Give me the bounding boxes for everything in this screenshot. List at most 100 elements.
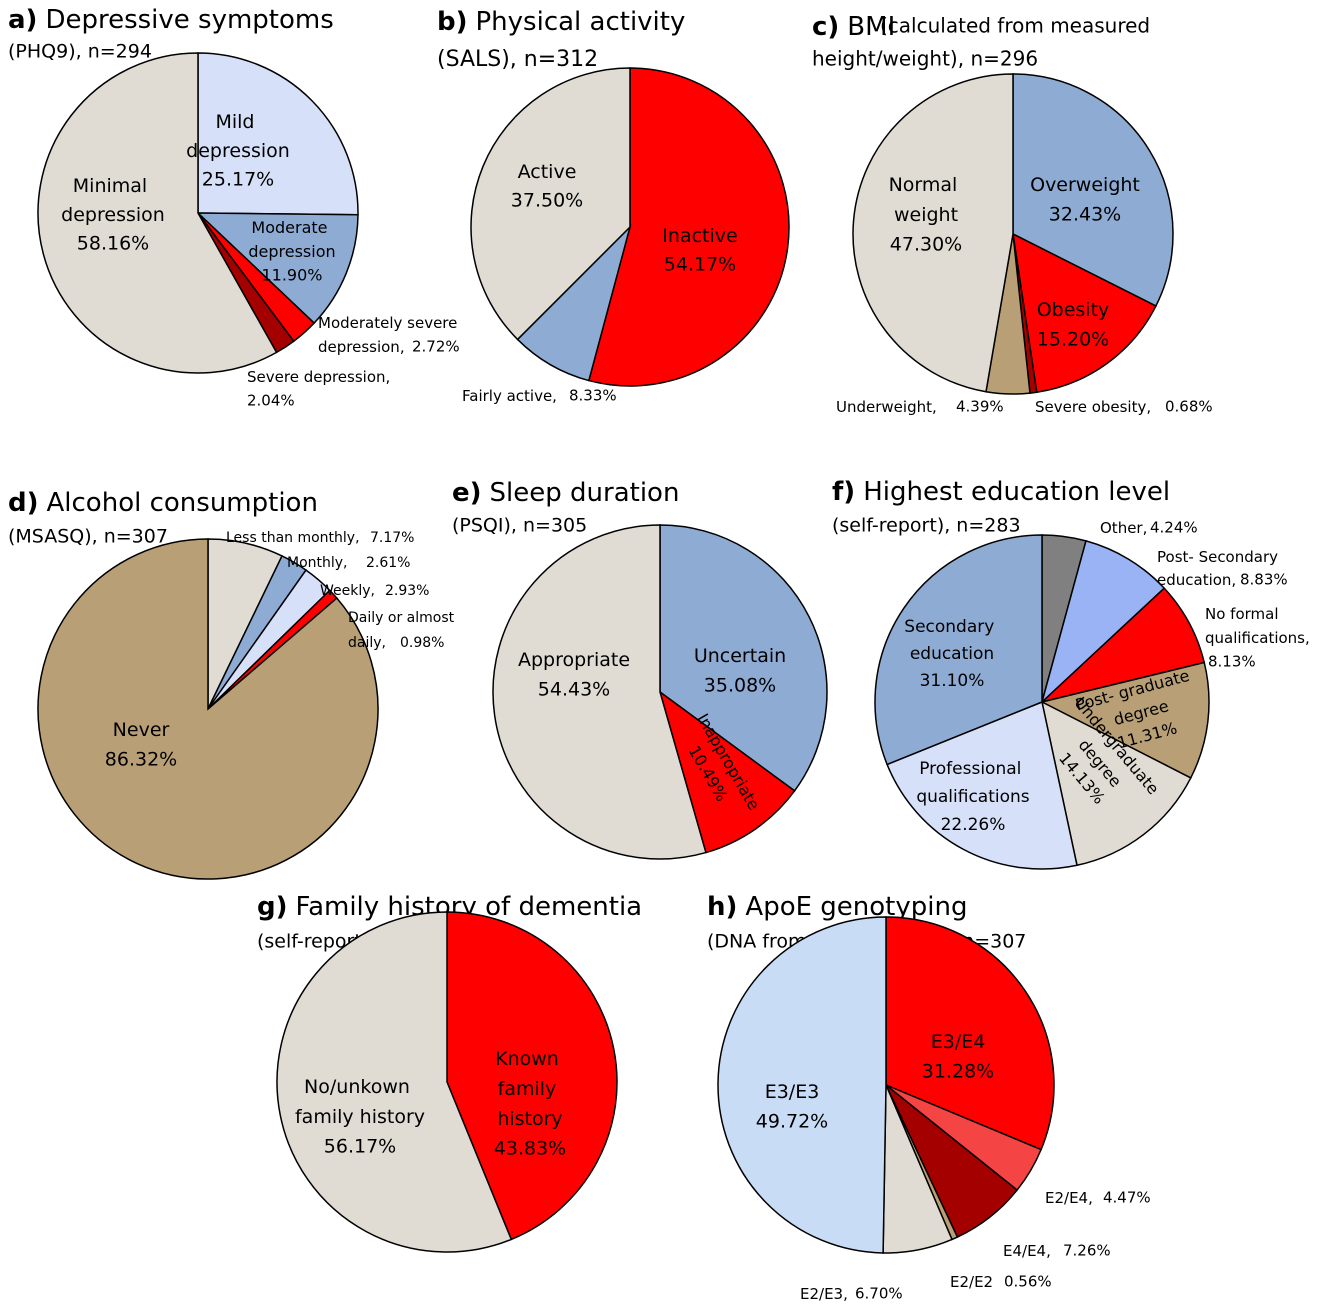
- slice-label: Never 86.32%: [105, 719, 177, 771]
- slice-label: E3/E4 31.28%: [922, 1031, 994, 1083]
- slice-label: Inactive 54.17%: [662, 225, 737, 276]
- slice-label: Secondary education 31.10%: [904, 617, 999, 691]
- value-label: 54.17%: [664, 254, 736, 276]
- slice-label: Normal weight 47.30%: [889, 174, 964, 256]
- category-label: Obesity: [1037, 299, 1110, 321]
- value-label: 58.16%: [77, 233, 149, 255]
- chart-title: b) Physical activity: [437, 7, 685, 37]
- category-label: Severe obesity,: [1035, 398, 1151, 416]
- chart-subtitle: (SALS), n=312: [437, 47, 598, 72]
- category-label: E2/E4,: [1045, 1189, 1093, 1207]
- slice-label: Moderate depression 11.90%: [248, 218, 335, 285]
- pie-slice: [1040, 539, 1166, 705]
- value-label: 43.83%: [494, 1138, 566, 1160]
- category-label: Minimal depression: [61, 175, 165, 226]
- slice-label: Severe obesity, 0.68%: [1035, 398, 1213, 416]
- value-label: 7.17%: [370, 530, 414, 546]
- title-text: Physical activity: [476, 7, 686, 37]
- slice-label: Daily or almost daily, 0.98%: [348, 610, 459, 651]
- slice-label: Professional qualifications 22.26%: [916, 759, 1029, 835]
- value-label: 22.26%: [941, 815, 1006, 835]
- title-text: BMI: [847, 12, 895, 42]
- panel-letter: e): [452, 478, 482, 508]
- category-label: Professional qualifications: [916, 759, 1029, 807]
- value-label: 35.08%: [704, 675, 776, 697]
- value-label: 31.10%: [920, 671, 985, 691]
- chart-title: e) Sleep duration: [452, 478, 679, 508]
- category-label: No formal qualifications,: [1205, 605, 1310, 647]
- chart-subtitle: (PHQ9), n=294: [8, 41, 152, 63]
- panel-letter: d): [8, 488, 39, 518]
- category-label: Less than monthly,: [226, 530, 360, 546]
- category-label: Severe depression,: [247, 368, 390, 386]
- slice-label: E2/E4, 4.47%: [1045, 1189, 1151, 1207]
- slice-label: E2/E3, 6.70%: [800, 1285, 903, 1303]
- slice-label: E3/E3 49.72%: [756, 1081, 828, 1133]
- slice-label: Known family history 43.83%: [494, 1048, 566, 1160]
- slice-label: Minimal depression 58.16%: [61, 175, 165, 255]
- value-label: 2.93%: [385, 583, 429, 599]
- pie-slice: [658, 690, 796, 854]
- category-label: Mild depression: [186, 111, 290, 162]
- value-label: 8.83%: [1240, 571, 1288, 589]
- title-note: (calculated from measured: [880, 14, 1150, 38]
- category-label: Uncertain: [694, 645, 786, 667]
- value-label: 7.26%: [1063, 1242, 1111, 1260]
- value-label: 11.90%: [261, 266, 322, 285]
- chart-subtitle: (self-report), n=283: [832, 515, 1021, 537]
- value-label: 4.39%: [956, 398, 1004, 416]
- pie-slice: [717, 916, 887, 1254]
- chart-subtitle: (PSQI), n=305: [452, 515, 587, 537]
- slice-label: No formal qualifications, 8.13%: [1205, 605, 1310, 671]
- slice-label: E4/E4, 7.26%: [1003, 1242, 1111, 1260]
- pie-slice: [1040, 700, 1192, 867]
- slice-label: Severe depression, 2.04%: [247, 368, 390, 410]
- value-label: 6.70%: [855, 1285, 903, 1303]
- slice-label: Moderately severe depression, 2.72%: [318, 314, 462, 356]
- value-label: 2.61%: [366, 555, 410, 571]
- pie-slice: [470, 67, 631, 341]
- title-text: ApoE genotyping: [745, 892, 967, 922]
- pie-slice: [446, 911, 618, 1241]
- chart-title: d) Alcohol consumption: [8, 488, 318, 518]
- category-label: Never: [113, 719, 170, 741]
- title-text: Alcohol consumption: [47, 488, 318, 518]
- category-label: Moderately severe depression,: [318, 314, 462, 356]
- value-label: 2.04%: [247, 392, 295, 410]
- slice-label: Obesity 15.20%: [1037, 299, 1110, 351]
- slice-label: Weekly, 2.93%: [320, 583, 429, 599]
- value-label: 31.28%: [922, 1061, 994, 1083]
- panel-letter: b): [437, 7, 468, 37]
- category-label: Moderate depression: [248, 218, 335, 261]
- category-label: Fairly active,: [462, 387, 557, 405]
- slice-label: Uncertain 35.08%: [694, 645, 786, 697]
- pie-slice: [874, 534, 1043, 766]
- category-label: Daily or almost daily,: [348, 610, 459, 651]
- category-label: Other,: [1100, 519, 1147, 537]
- chart-title: a) Depressive symptoms: [8, 5, 334, 35]
- category-label: E2/E2: [950, 1273, 993, 1291]
- category-label: Underweight,: [836, 398, 937, 416]
- category-label: Known family history: [495, 1048, 565, 1130]
- title-text: Depressive symptoms: [45, 5, 333, 35]
- value-label: 56.17%: [324, 1136, 396, 1158]
- value-label: 8.13%: [1208, 653, 1256, 671]
- panel-letter: h): [707, 892, 737, 922]
- pie-slice: [37, 52, 278, 374]
- category-label: Overweight: [1030, 174, 1140, 196]
- chart-subtitle: (MSASQ), n=307: [8, 526, 168, 548]
- category-label: Active: [518, 161, 577, 183]
- slice-label: Monthly, 2.61%: [287, 555, 410, 571]
- value-label: 54.43%: [538, 679, 610, 701]
- slice-label: E2/E2 0.56%: [950, 1273, 1052, 1291]
- category-label: Inactive: [662, 225, 737, 247]
- panel-letter: a): [8, 5, 37, 35]
- pie-slice: [852, 73, 1014, 393]
- value-label: 4.24%: [1150, 519, 1198, 537]
- category-label: Normal weight: [889, 174, 964, 226]
- slice-label: Mild depression 25.17%: [186, 111, 290, 191]
- slice-label: Less than monthly, 7.17%: [226, 530, 414, 546]
- category-label: Secondary education: [904, 617, 999, 664]
- category-label: Post- Secondary education,: [1157, 548, 1283, 589]
